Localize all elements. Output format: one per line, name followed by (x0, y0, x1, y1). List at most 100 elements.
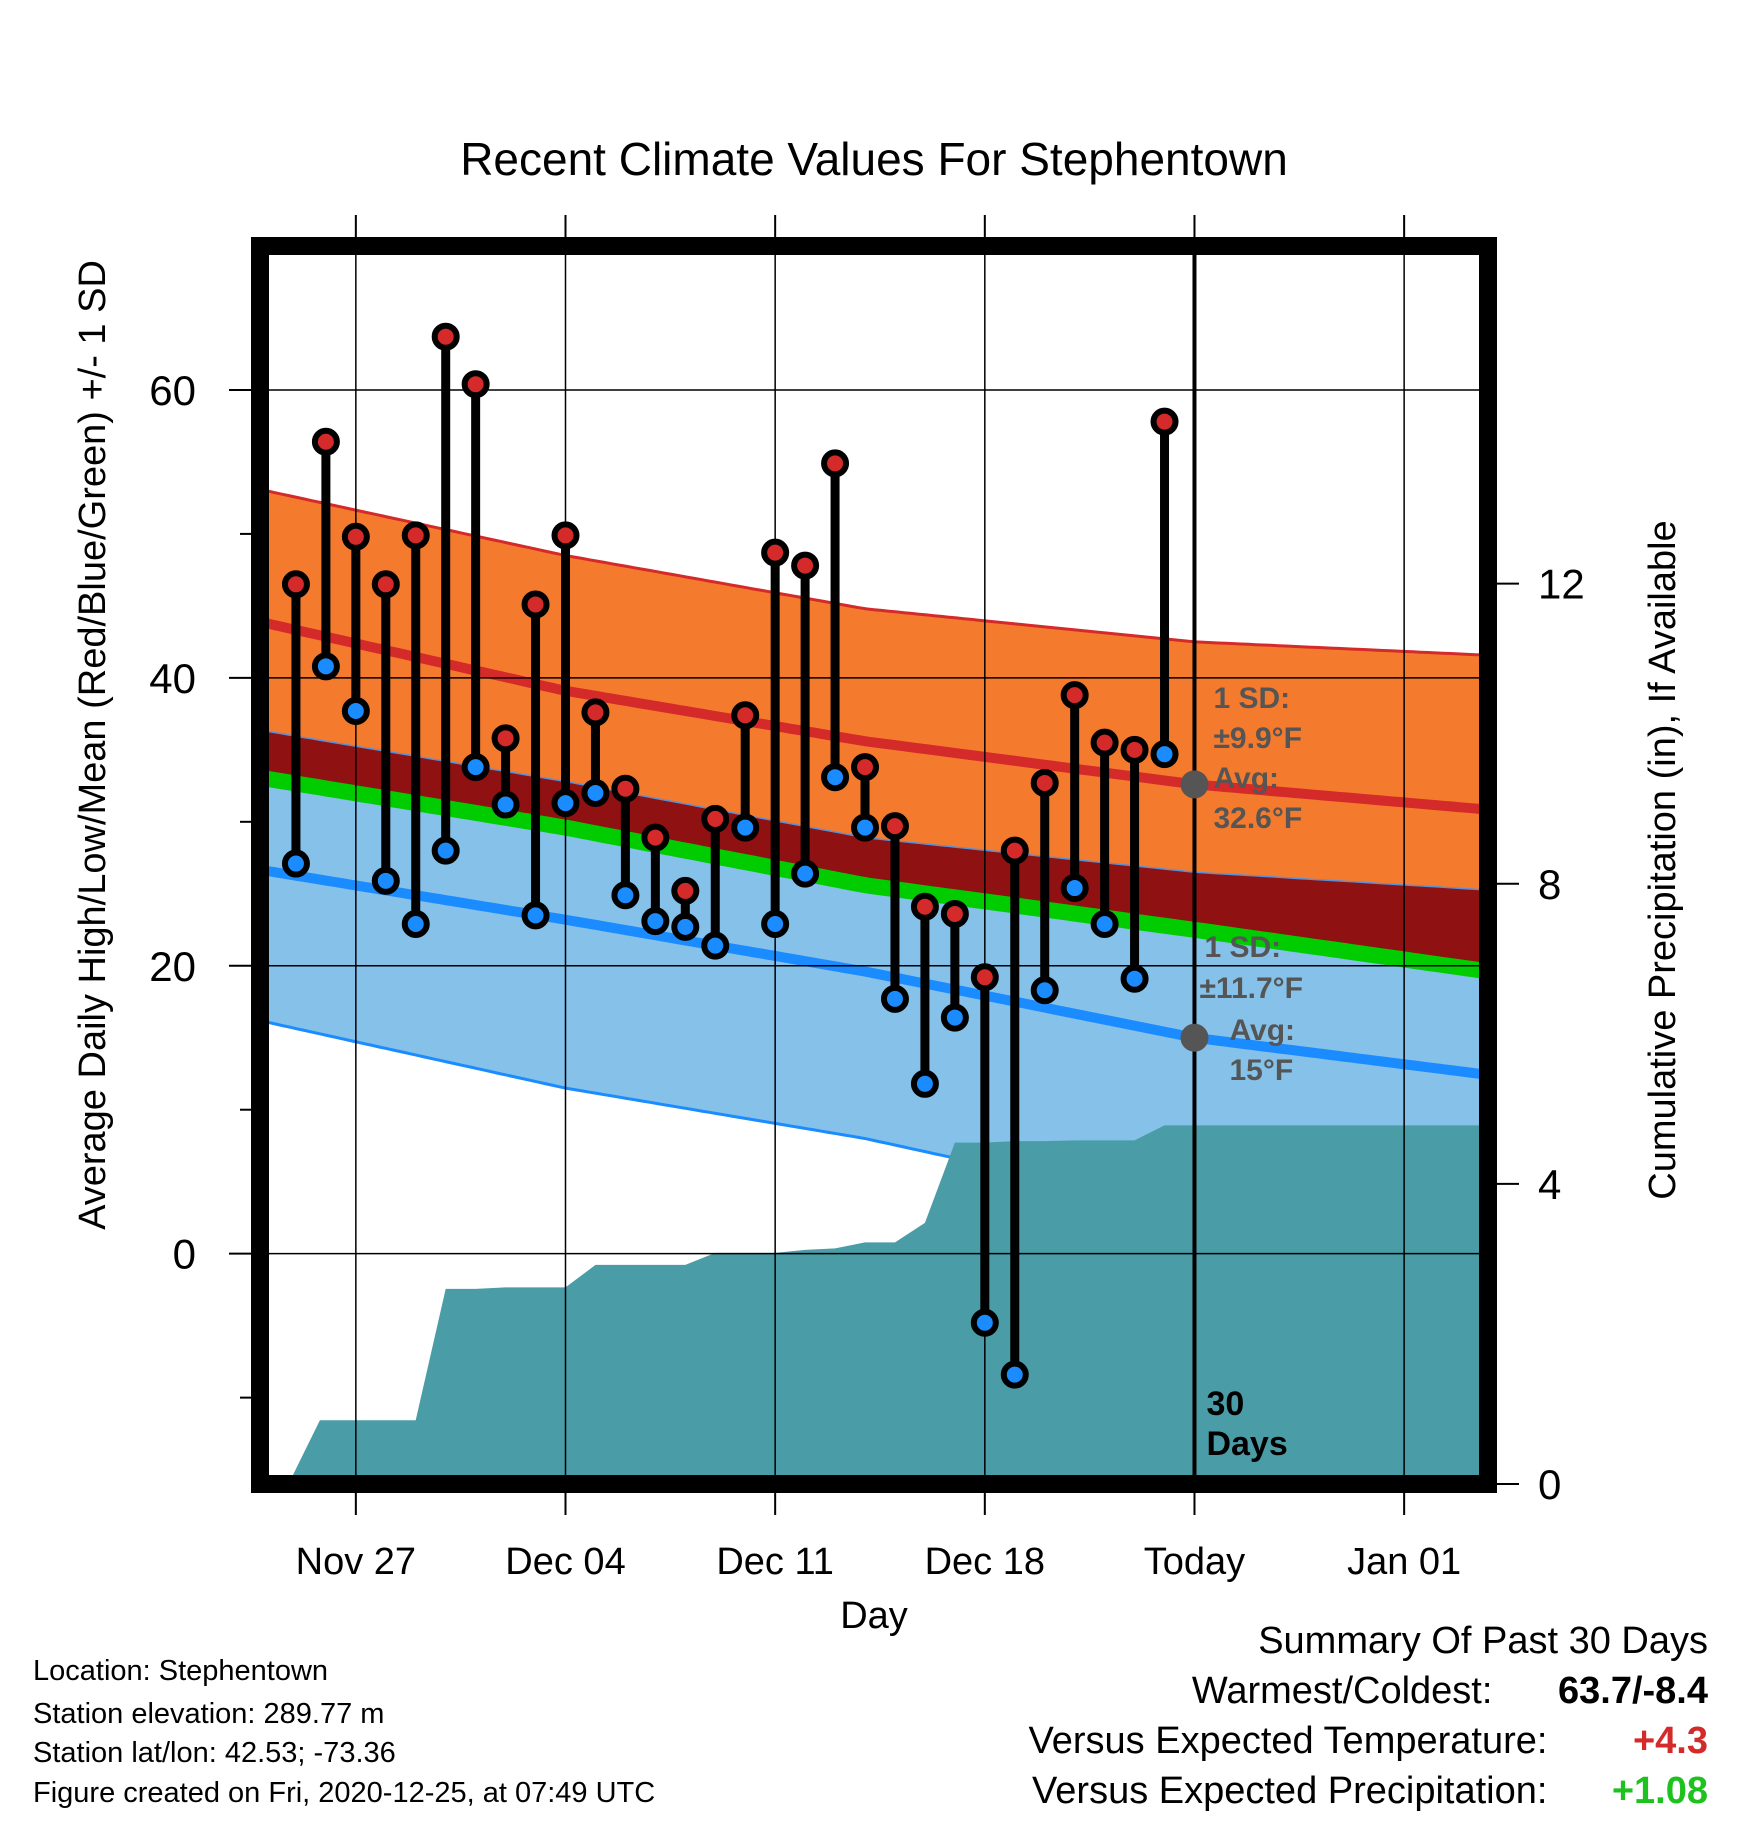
daily-low-point (824, 766, 846, 788)
daily-low-point (435, 840, 457, 862)
daily-low-point (1034, 979, 1056, 1001)
daily-high-point (375, 573, 397, 595)
daily-high-point (1034, 772, 1056, 794)
daily-high-point (944, 903, 966, 925)
daily-high-point (914, 896, 936, 918)
daily-high-point (884, 815, 906, 837)
daily-high-point (285, 573, 307, 595)
daily-high-point (584, 701, 606, 723)
x-tick-label: Dec 11 (716, 1541, 834, 1583)
precipitation-area (289, 1125, 1489, 1484)
x-tick-label: Today (1144, 1541, 1245, 1583)
daily-high-point (495, 727, 517, 749)
chart-title: Recent Climate Values For Stephentown (460, 133, 1288, 185)
daily-low-point (525, 904, 547, 926)
daily-low-point (644, 910, 666, 932)
daily-low-point (764, 913, 786, 935)
daily-high-point (704, 808, 726, 830)
daily-low-point (1064, 877, 1086, 899)
footer-location: Location: Stephentown (33, 1655, 328, 1688)
x-tick-label: Nov 27 (296, 1541, 416, 1583)
daily-high-point (465, 373, 487, 395)
daily-high-point (405, 524, 427, 546)
daily-low-point (315, 655, 337, 677)
daily-high-point (525, 593, 547, 615)
daily-high-point (1094, 732, 1116, 754)
daily-low-point (465, 756, 487, 778)
y2-tick-label: 0 (1538, 1461, 1561, 1508)
daily-low-point (285, 853, 307, 875)
plot-area: 1 SD: ±9.9°F Avg: 32.6°F 1 SD: ±11.7°F Avg: 15°… (149, 215, 1584, 1583)
summary-title: Summary Of Past 30 Days (1258, 1620, 1708, 1663)
low-avg-marker (1180, 1024, 1208, 1052)
high-sd-value: ±9.9°F (1213, 722, 1302, 755)
footer-elevation: Station elevation: 289.77 m (33, 1698, 384, 1731)
high-avg-value: 32.6°F (1213, 802, 1302, 835)
low-avg-value: 15°F (1229, 1054, 1293, 1087)
y-tick-label: 40 (149, 655, 196, 702)
daily-low-point (704, 935, 726, 957)
x-tick-label: Dec 04 (505, 1541, 625, 1583)
summary-title-text: Summary Of Past 30 Days (1258, 1620, 1708, 1662)
daily-low-point (555, 792, 577, 814)
daily-low-point (1094, 913, 1116, 935)
summary-temp-label: Versus Expected Temperature: (1029, 1720, 1548, 1762)
daily-low-point (734, 817, 756, 839)
daily-low-point (794, 863, 816, 885)
daily-high-point (1064, 684, 1086, 706)
daily-high-point (1004, 840, 1026, 862)
low-sd-label: 1 SD: (1204, 931, 1281, 964)
daily-high-point (644, 827, 666, 849)
y2-tick-label: 12 (1538, 561, 1585, 608)
y2-tick-label: 8 (1538, 861, 1561, 908)
footer-latlon: Station lat/lon: 42.53; -73.36 (33, 1737, 396, 1770)
low-sd-value: ±11.7°F (1199, 972, 1303, 1005)
daily-low-point (345, 700, 367, 722)
daily-high-point (824, 452, 846, 474)
daily-low-point (1004, 1364, 1026, 1386)
summary-precip-value: +1.08 (1558, 1770, 1708, 1813)
y-tick-label: 60 (149, 367, 196, 414)
daily-high-point (764, 542, 786, 564)
y-tick-label: 0 (173, 1231, 196, 1278)
plot-clip-group (260, 246, 1488, 1484)
y2-tick-label: 4 (1538, 1161, 1561, 1208)
x-tick-label: Dec 18 (925, 1541, 1045, 1583)
daily-high-point (1154, 411, 1176, 433)
y-tick-label: 20 (149, 943, 196, 990)
daily-high-point (854, 756, 876, 778)
daily-low-point (614, 884, 636, 906)
daily-low-point (974, 1312, 996, 1334)
days-label-text: Days (1206, 1425, 1287, 1463)
daily-low-point (944, 1007, 966, 1029)
low-avg-label: Avg: (1229, 1014, 1295, 1047)
daily-high-point (614, 778, 636, 800)
daily-low-point (405, 913, 427, 935)
daily-low-point (375, 870, 397, 892)
daily-high-point (734, 704, 756, 726)
daily-high-point (555, 524, 577, 546)
x-tick-label: Jan 01 (1347, 1541, 1461, 1583)
high-avg-marker (1180, 770, 1208, 798)
summary-warmest-value: 63.7/-8.4 (1503, 1670, 1708, 1713)
climate-chart: Recent Climate Values For Stephentown 1 … (0, 0, 1748, 1828)
days-label-number: 30 (1206, 1385, 1244, 1423)
daily-high-point (345, 526, 367, 548)
daily-low-point (674, 916, 696, 938)
x-axis-label: Day (840, 1595, 908, 1637)
daily-low-point (854, 817, 876, 839)
y-axis-label: Average Daily High/Low/Mean (Red/Blue/Gr… (72, 260, 114, 1230)
summary-warmest-row: Warmest/Coldest: 63.7/-8.4 (1192, 1670, 1708, 1713)
high-avg-label: Avg: (1213, 762, 1279, 795)
daily-low-point (495, 794, 517, 816)
daily-low-point (584, 782, 606, 804)
daily-low-point (1154, 743, 1176, 765)
high-sd-label: 1 SD: (1213, 682, 1290, 715)
daily-low-point (914, 1073, 936, 1095)
y2-axis-label: Cumulative Precipitation (in), If Availa… (1642, 520, 1684, 1199)
daily-high-point (1124, 739, 1146, 761)
daily-high-point (674, 880, 696, 902)
footer-created: Figure created on Fri, 2020-12-25, at 07… (33, 1777, 655, 1810)
daily-low-point (1124, 968, 1146, 990)
summary-warmest-label: Warmest/Coldest: (1192, 1670, 1493, 1712)
